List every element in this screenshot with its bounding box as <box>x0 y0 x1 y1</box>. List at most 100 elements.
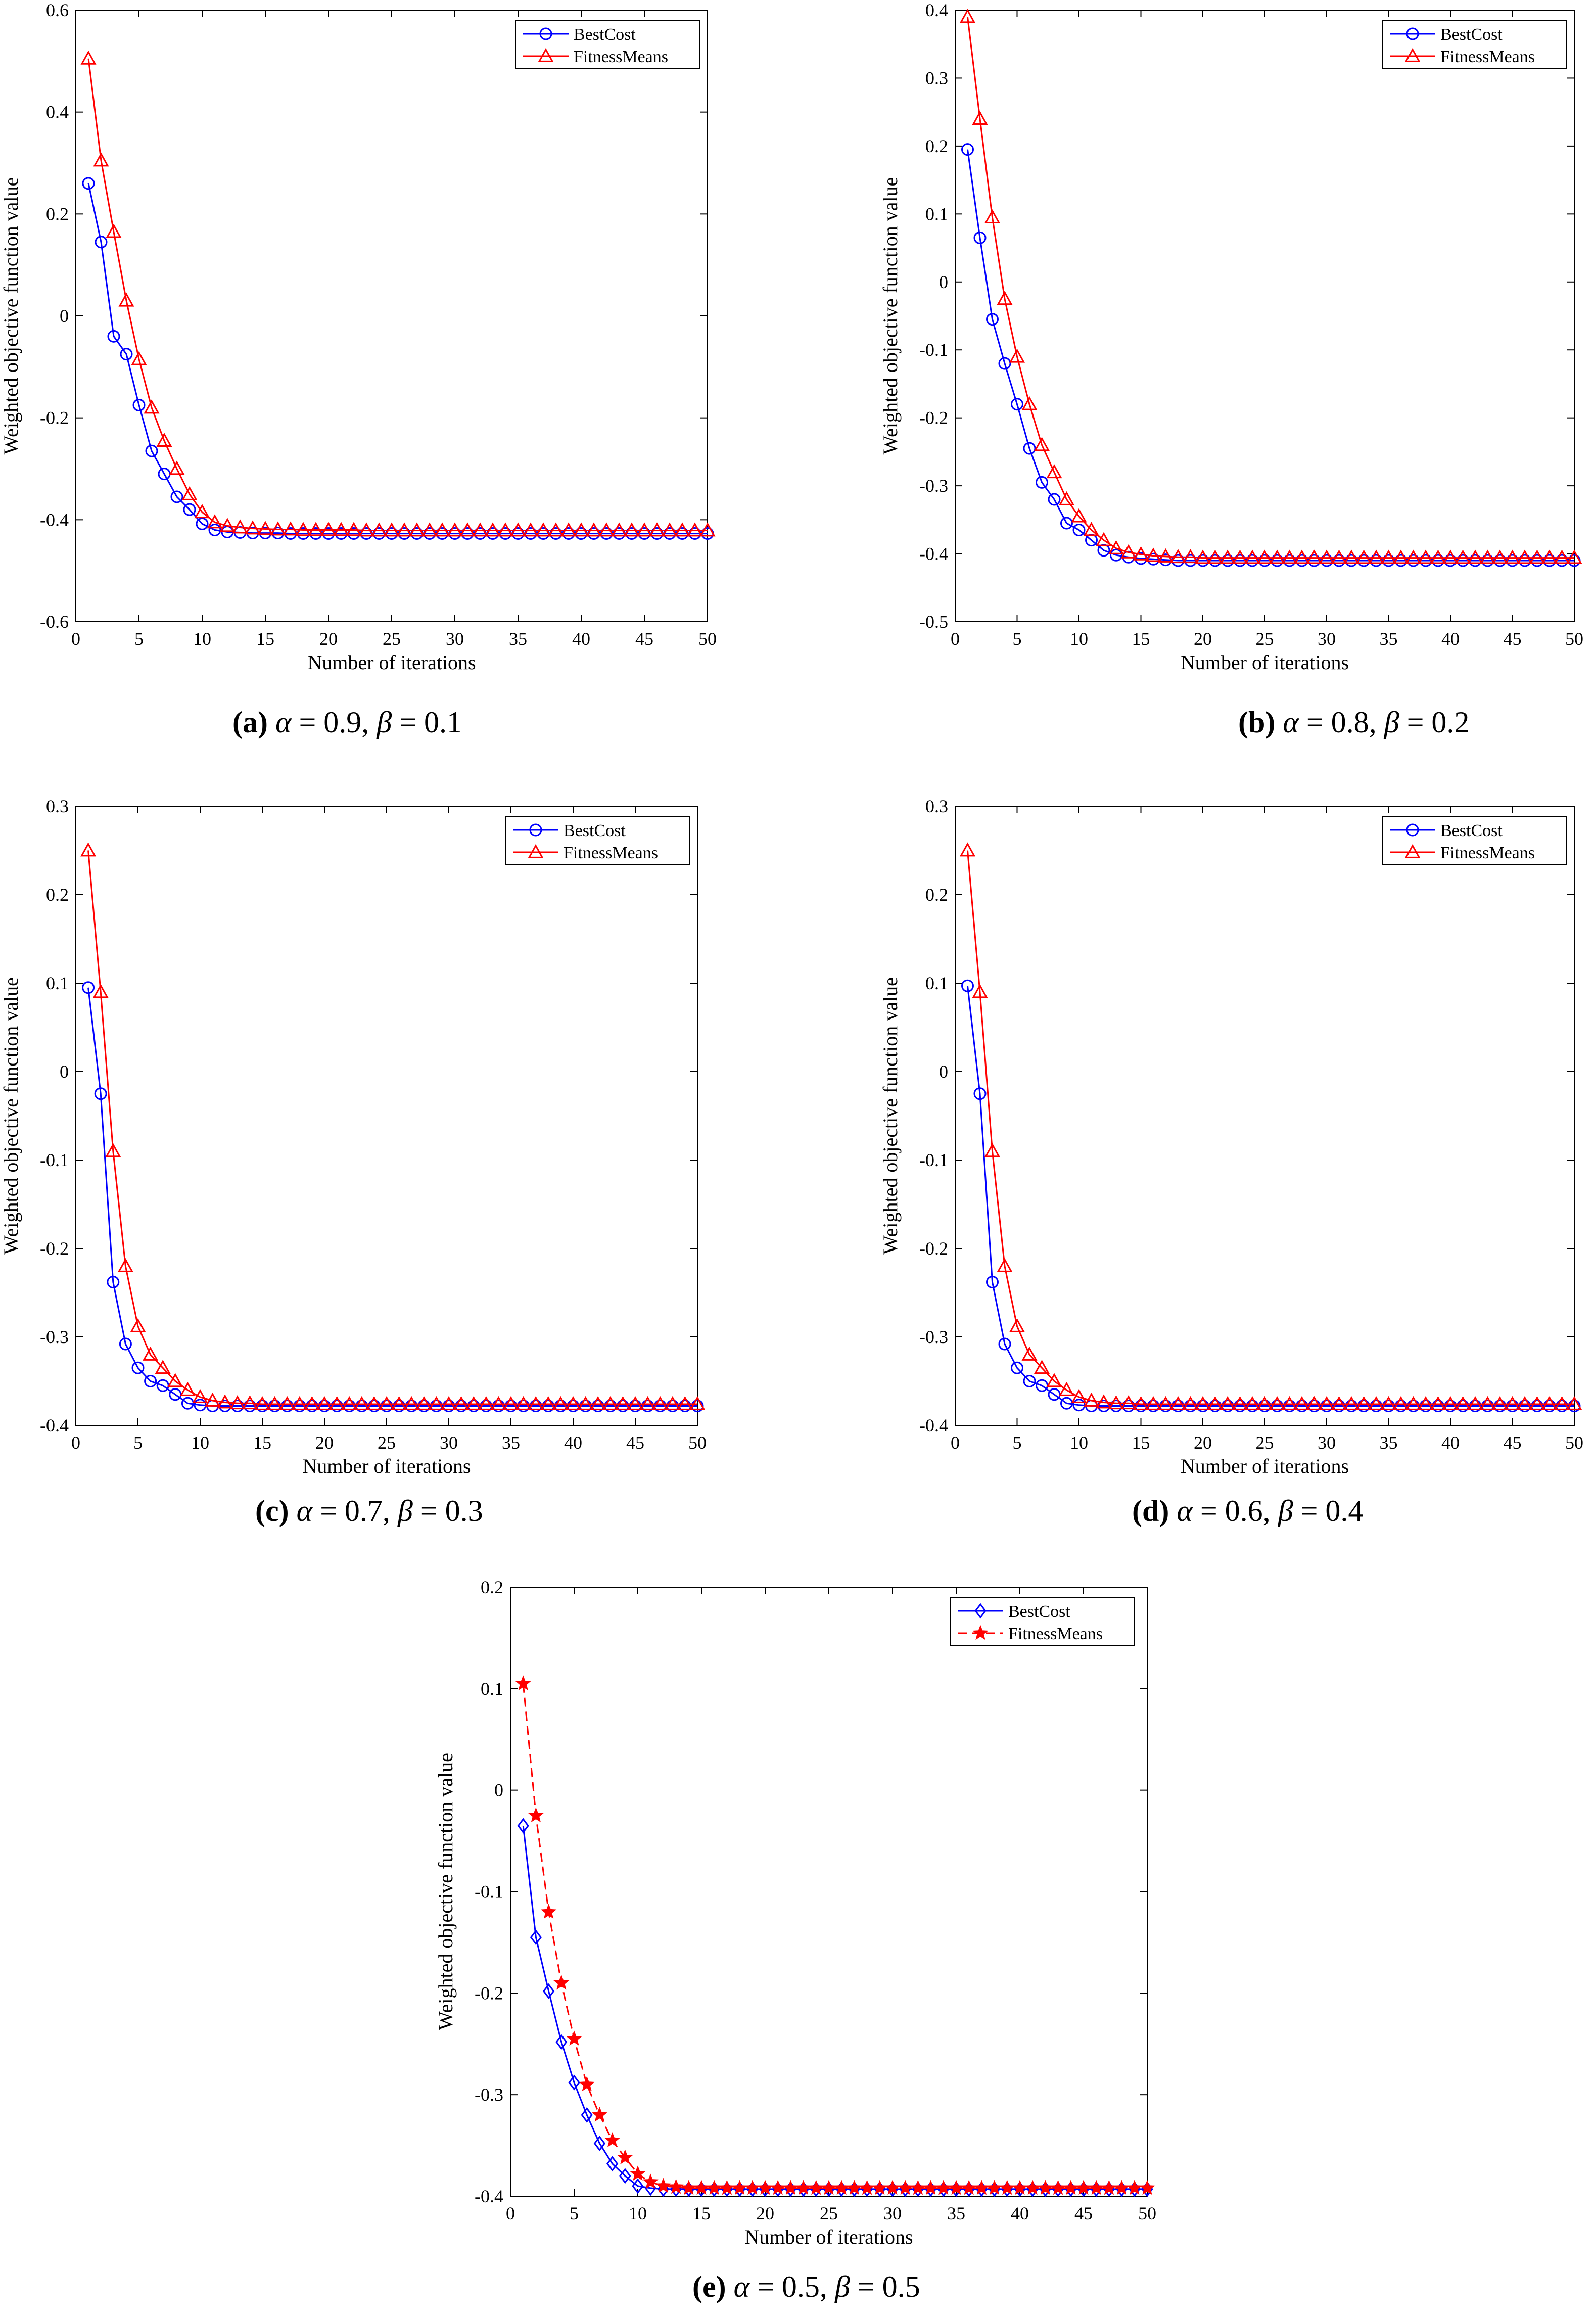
data-point-b-fitnessmeans <box>1219 549 1236 564</box>
data-point-b-fitnessmeans <box>1269 549 1285 564</box>
data-point-a-fitnessmeans <box>384 522 400 537</box>
data-point-a-fitnessmeans <box>560 522 577 537</box>
data-point-a-fitnessmeans <box>144 399 160 414</box>
data-point-d-bestcost <box>1295 1400 1308 1412</box>
data-point-b-bestcost <box>986 313 999 326</box>
chart-panel-a: 0 5 10 15 20 25 30 35 40 45 50 -0.6 -0.4 -0.2 0 0.2 0.4 0… <box>0 0 758 739</box>
data-point-c-fitnessmeans <box>540 1396 556 1410</box>
data-point-c-fitnessmeans <box>354 1396 370 1410</box>
data-point-b-fitnessmeans <box>1071 508 1087 523</box>
data-point-a-fitnessmeans <box>396 522 412 537</box>
x-tick-label-d: 35 <box>1380 1432 1398 1453</box>
data-point-b-fitnessmeans <box>1554 549 1570 564</box>
data-point-c-bestcost <box>181 1397 194 1410</box>
data-point-d-fitnessmeans <box>1281 1396 1298 1410</box>
data-point-d-bestcost <box>1283 1400 1296 1412</box>
caption-b-beta-value: = 0.2 <box>1406 706 1470 739</box>
data-point-a-fitnessmeans <box>687 522 703 537</box>
data-point-d-bestcost <box>1469 1400 1482 1412</box>
data-point-c-fitnessmeans <box>292 1396 308 1410</box>
data-point-a-bestcost <box>120 348 133 361</box>
plot-area-b <box>955 10 1575 622</box>
data-point-c-fitnessmeans <box>130 1318 146 1332</box>
data-point-d-fitnessmeans <box>1405 1396 1422 1410</box>
y-tick-label-e: 0.1 <box>481 1679 503 1699</box>
y-tick-label-d: 0.2 <box>925 885 948 905</box>
data-point-c-fitnessmeans <box>565 1396 581 1410</box>
data-point-d-fitnessmeans <box>1195 1396 1211 1410</box>
y-tick-label-b: -0.1 <box>919 340 948 360</box>
caption-d-label: (d) <box>1132 1494 1169 1527</box>
x-axis-label-b: Number of iterations <box>1181 651 1349 674</box>
data-point-b-fitnessmeans <box>1096 532 1112 546</box>
data-point-d-fitnessmeans <box>1219 1396 1236 1410</box>
data-point-c-fitnessmeans <box>304 1396 320 1410</box>
x-tick-label-e: 0 <box>506 2203 515 2224</box>
caption-b-label: (b) <box>1238 706 1276 739</box>
chart-panel-c: 0 5 10 15 20 25 30 35 40 45 50 -0.4 -0.3 -0.2 -0.1 0 0.1… <box>0 789 758 1527</box>
data-point-b-fitnessmeans <box>1170 549 1186 564</box>
data-point-d-bestcost <box>1432 1400 1444 1412</box>
data-point-c-fitnessmeans <box>242 1395 258 1410</box>
x-tick-label-d: 45 <box>1504 1432 1522 1453</box>
data-point-b-fitnessmeans <box>1145 547 1161 562</box>
caption-a-beta-value: = 0.1 <box>399 706 462 739</box>
data-point-e-fitnessmeans <box>1139 2180 1155 2195</box>
y-tick-label-c: 0.1 <box>46 973 69 993</box>
x-tick-label-d: 0 <box>951 1432 960 1453</box>
x-tick-label-c: 25 <box>378 1432 396 1453</box>
x-tick-label-e: 50 <box>1138 2203 1156 2224</box>
chart-svg-d: 0 5 10 15 20 25 30 35 40 45 50 -0.4 -0.3 -0.2 -0.1 0 0.1… <box>879 796 1583 1477</box>
data-point-d-bestcost <box>1060 1397 1073 1410</box>
data-point-c-fitnessmeans <box>528 1396 544 1410</box>
x-tick-label-d: 5 <box>1013 1432 1022 1453</box>
plot-area-a <box>75 10 708 622</box>
data-point-a-fitnessmeans <box>80 50 97 65</box>
data-point-c-bestcost <box>393 1400 406 1412</box>
data-point-a-bestcost <box>132 398 146 411</box>
data-point-a-fitnessmeans <box>346 522 362 536</box>
data-point-a-fitnessmeans <box>662 522 678 537</box>
data-point-c-bestcost <box>504 1400 518 1412</box>
y-axis-label-d: Weighted objective function value <box>879 977 902 1255</box>
data-point-a-bestcost <box>95 236 108 249</box>
data-point-a-fitnessmeans <box>573 522 589 537</box>
caption-a-beta: β <box>377 706 392 739</box>
data-point-a-fitnessmeans <box>156 432 172 447</box>
data-point-b-bestcost <box>998 357 1011 370</box>
data-point-d-fitnessmeans <box>1467 1396 1483 1410</box>
data-point-b-fitnessmeans <box>1195 549 1211 564</box>
data-point-d-bestcost <box>961 979 974 992</box>
x-tick-label-e: 45 <box>1074 2203 1093 2224</box>
data-point-b-fitnessmeans <box>1207 549 1224 564</box>
data-point-c-fitnessmeans <box>117 1258 133 1272</box>
data-point-a-fitnessmeans <box>497 522 513 537</box>
data-point-a-fitnessmeans <box>181 486 198 500</box>
caption-c-beta: β <box>397 1494 413 1527</box>
data-point-d-fitnessmeans <box>1517 1396 1533 1410</box>
data-point-e-fitnessmeans <box>617 2149 633 2164</box>
data-point-a-fitnessmeans <box>459 522 476 537</box>
x-tick-label-d: 20 <box>1194 1432 1212 1453</box>
data-point-c-fitnessmeans <box>640 1396 656 1410</box>
x-tick-label-a: 10 <box>193 629 211 649</box>
data-point-b-bestcost <box>961 143 974 156</box>
data-point-e-fitnessmeans <box>591 2106 608 2122</box>
data-point-d-fitnessmeans <box>1096 1394 1112 1409</box>
data-point-d-fitnessmeans <box>1182 1396 1199 1410</box>
data-point-d-fitnessmeans <box>1058 1381 1075 1396</box>
data-point-c-fitnessmeans <box>465 1396 482 1410</box>
data-point-d-fitnessmeans <box>1021 1346 1038 1361</box>
data-point-b-fitnessmeans <box>1009 348 1025 363</box>
data-point-b-fitnessmeans <box>1058 491 1075 505</box>
data-point-c-fitnessmeans <box>379 1396 395 1410</box>
legend-label-e-bestcost: BestCost <box>1008 1602 1070 1621</box>
data-point-c-bestcost <box>94 1087 107 1100</box>
x-tick-label-b: 45 <box>1504 629 1522 649</box>
x-tick-label-a: 20 <box>319 629 338 649</box>
data-point-b-fitnessmeans <box>1256 549 1273 564</box>
caption-a-alpha-value: = 0.9, <box>299 706 369 739</box>
data-point-d-fitnessmeans <box>1368 1396 1384 1410</box>
data-point-c-fitnessmeans <box>279 1396 295 1410</box>
caption-e-beta-value: = 0.5 <box>857 2270 920 2303</box>
